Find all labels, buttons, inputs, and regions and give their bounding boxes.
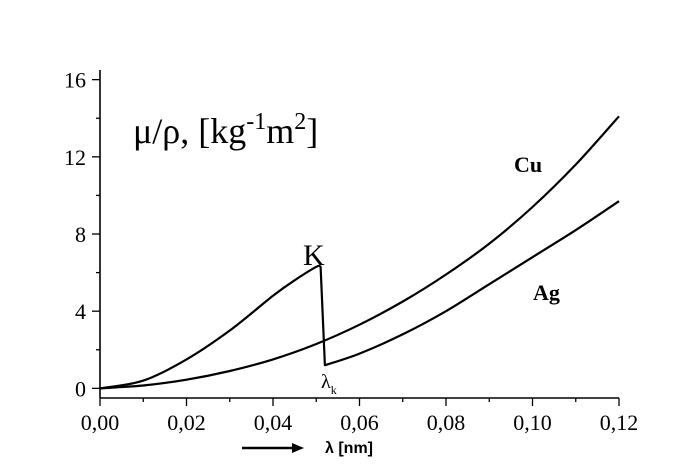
y-axis-label-end: ] <box>306 111 318 151</box>
y-axis-label-exp2: 2 <box>294 109 306 135</box>
lambda-k-label: λk <box>321 371 337 397</box>
y-tick-label: 16 <box>64 68 86 93</box>
x-tick-label: 0,12 <box>600 410 639 435</box>
y-tick-label: 4 <box>75 299 86 324</box>
x-tick-label: 0,08 <box>427 410 466 435</box>
x-tick-label: 0,00 <box>81 410 120 435</box>
lambda-k-subscript: k <box>331 383 337 397</box>
y-axis-label-exp1: -1 <box>246 109 266 135</box>
x-tick-label: 0,06 <box>340 410 379 435</box>
series-line-ag <box>99 200 620 390</box>
series-label-ag: Ag <box>533 280 560 305</box>
y-tick-label: 12 <box>64 145 86 170</box>
series-line-cu <box>99 115 620 390</box>
y-tick-label: 8 <box>75 222 86 247</box>
y-tick-label: 0 <box>75 376 86 401</box>
k-edge-label: K <box>303 239 325 272</box>
x-ticks: 0,00 0,02 0,04 0,06 0,08 0,10 0,12 <box>81 398 639 435</box>
y-ticks: 0 4 8 12 16 <box>64 68 100 401</box>
x-axis-label: λ [nm] <box>325 440 373 457</box>
x-tick-label: 0,10 <box>513 410 552 435</box>
y-axis-label: μ/ρ, [kg-1m2] <box>133 109 318 151</box>
y-axis-label-main: μ/ρ, [kg <box>133 111 246 151</box>
lambda-symbol: λ <box>321 371 331 393</box>
arrow-right-icon <box>292 443 304 453</box>
series-label-cu: Cu <box>514 152 542 177</box>
x-tick-label: 0,02 <box>167 410 206 435</box>
y-axis-label-mid: m <box>266 111 294 151</box>
x-tick-label: 0,04 <box>254 410 293 435</box>
